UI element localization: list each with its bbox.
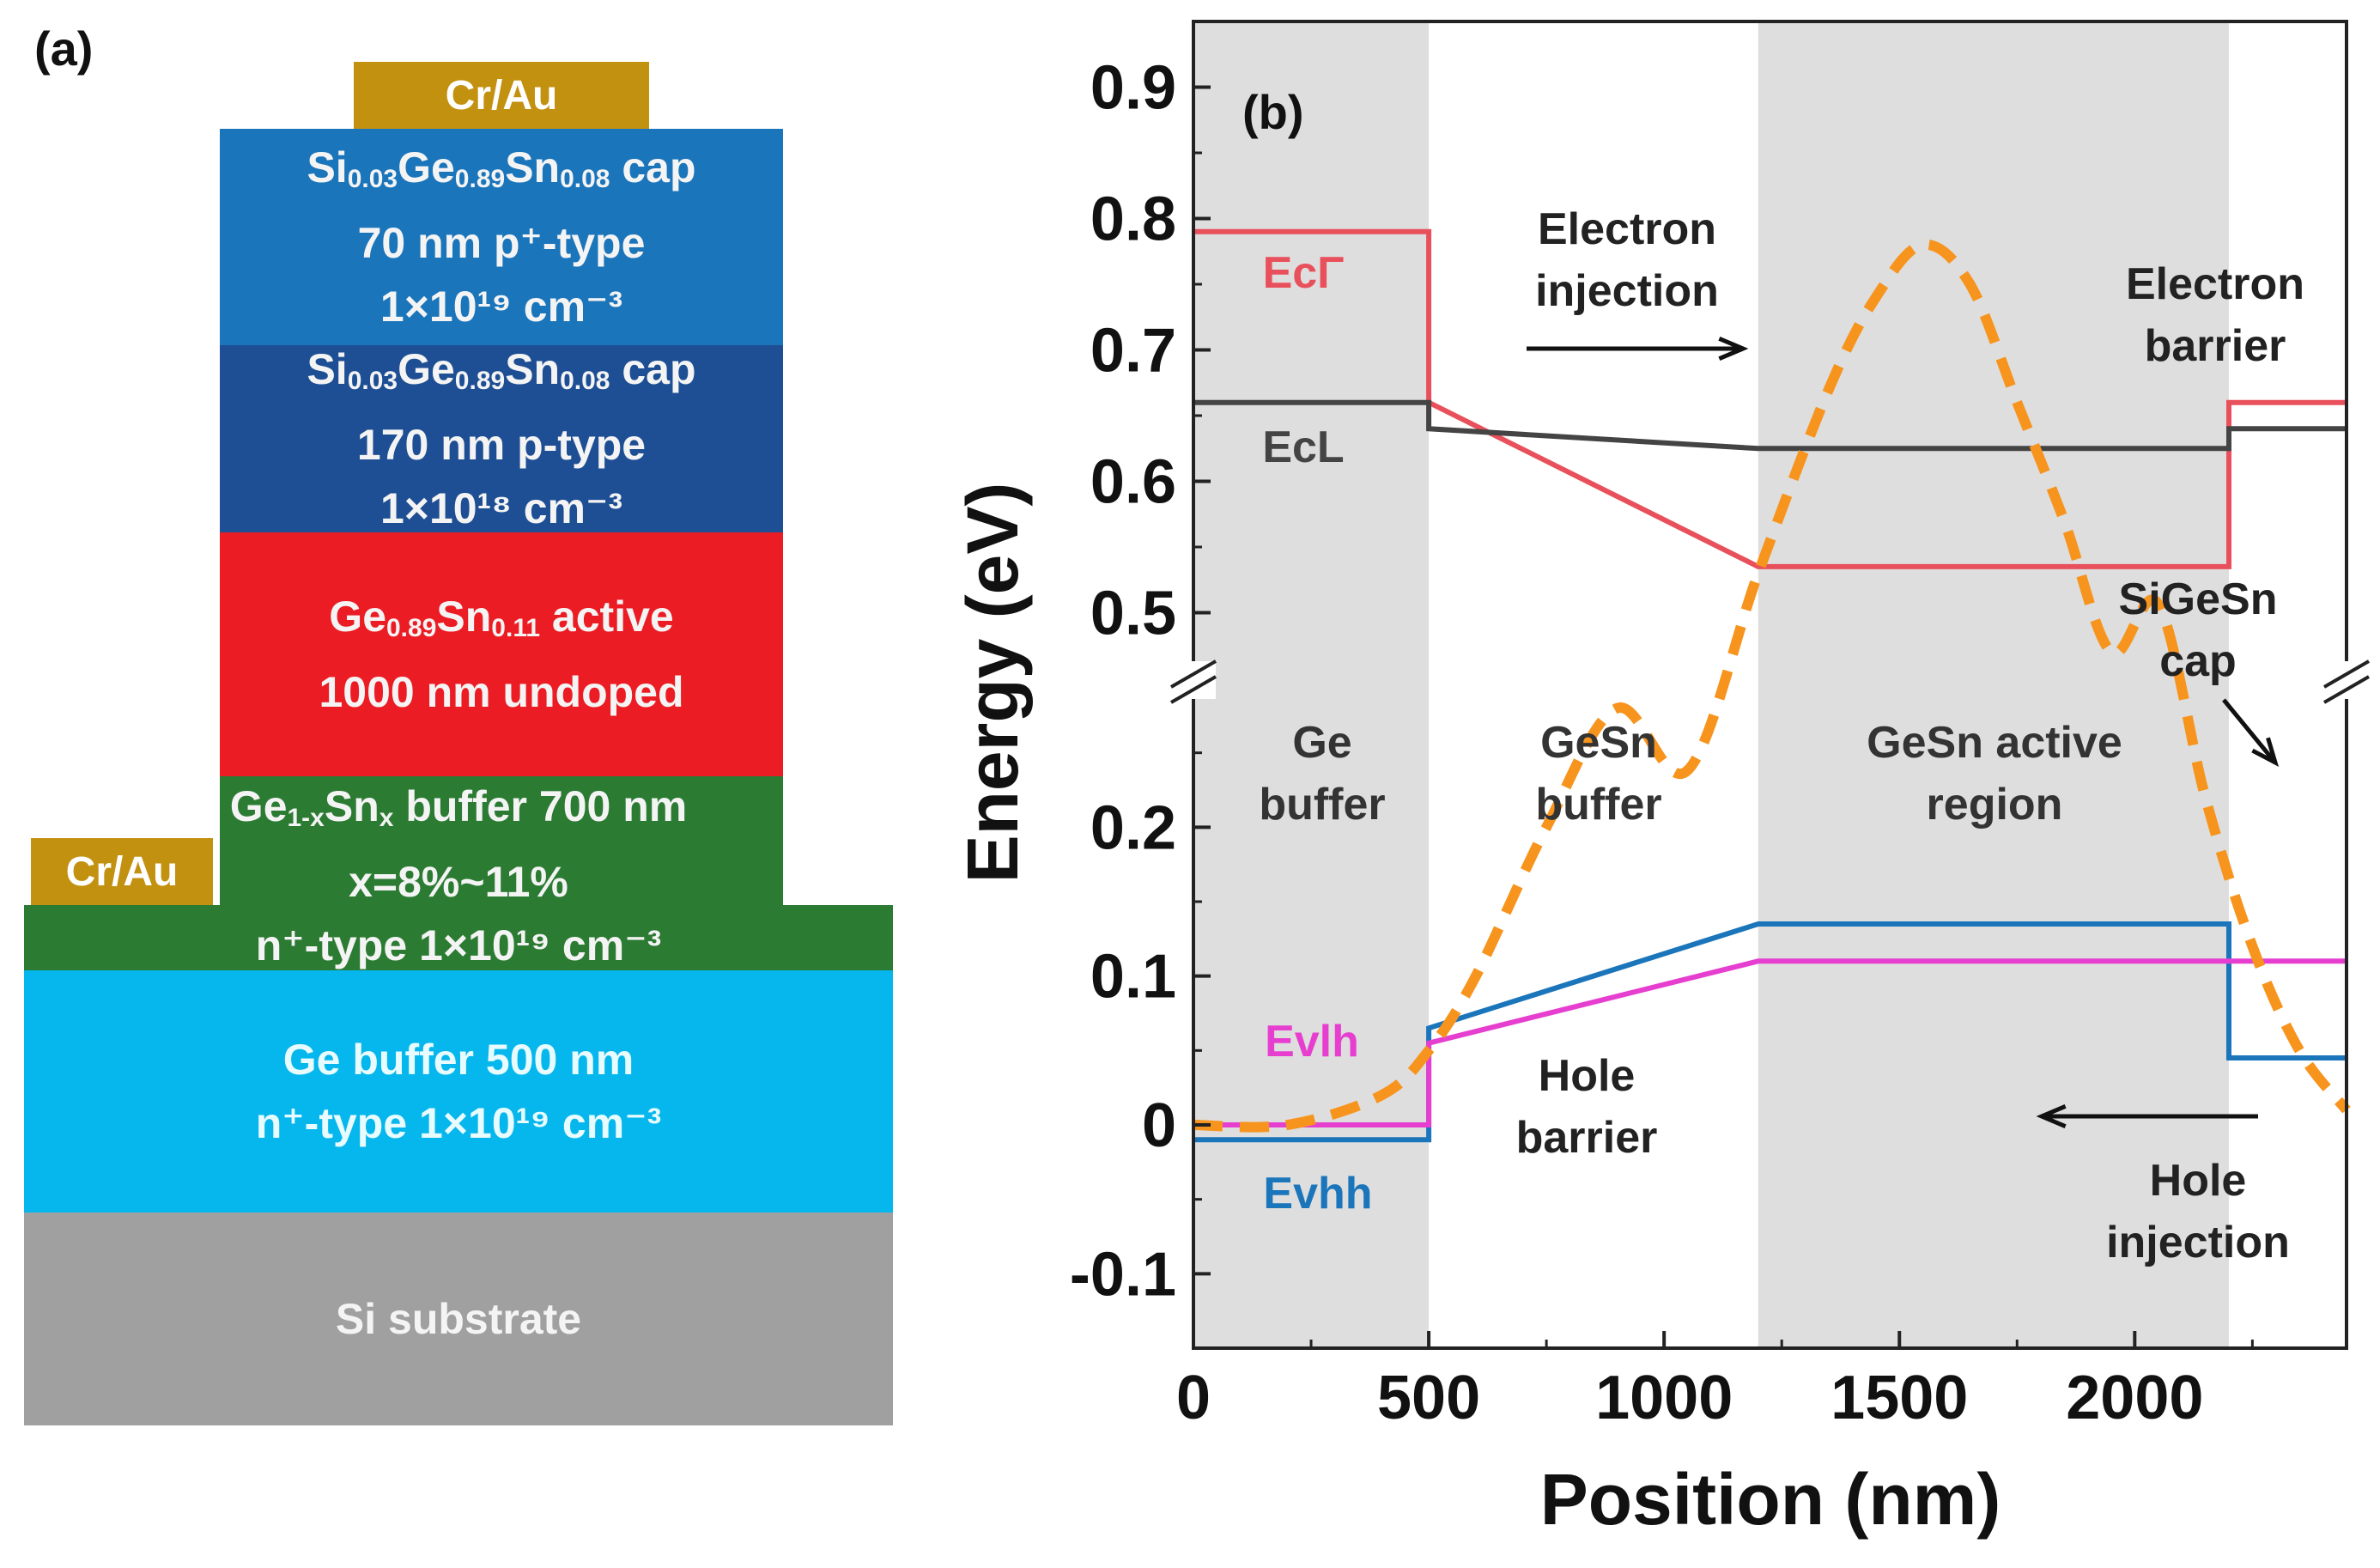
region-label-3-line-2: region	[1927, 780, 2063, 830]
x-axis-title: Position (nm)	[1540, 1459, 2001, 1540]
layer-cap-p-line-2: 170 nm p-type	[356, 421, 647, 469]
annotation-2-line-2: barrier	[2145, 321, 2286, 371]
y-tick-label-6: 0.7	[1090, 317, 1176, 386]
annotation-1-line-2: injection	[1535, 266, 1719, 316]
layer-ge-buffer: Ge buffer 500 nm n⁺-type 1×10¹⁹ cm⁻³	[24, 970, 893, 1212]
layer-active: Ge0.89Sn0.11 active 1000 nm undoped	[220, 532, 783, 776]
x-tick-label-500: 500	[1377, 1364, 1480, 1432]
label-ec-gamma: EcΓ	[1263, 248, 1345, 298]
layer-si-substrate: Si substrate	[24, 1212, 893, 1425]
y-tick-label-8: 0.9	[1090, 54, 1176, 123]
annotation-3-line-1: SiGeSn	[2119, 574, 2278, 624]
label-evhh: Evhh	[1263, 1169, 1372, 1219]
y-tick-label-7: 0.8	[1090, 185, 1176, 254]
layer-active-line-1: Ge0.89Sn0.11 active	[329, 593, 674, 642]
region-label-1-line-1: Ge	[1292, 718, 1351, 768]
region-label-1-line-2: buffer	[1259, 780, 1385, 830]
panel-a-label: (a)	[34, 21, 94, 76]
region-label-3-line-1: GeSn active	[1867, 718, 2122, 768]
shaded-region-2	[1758, 21, 2229, 1348]
axis-break-mark-right-1	[2323, 659, 2370, 689]
layer-cap-p: Si0.03Ge0.89Sn0.08 cap 170 nm p-type 1×1…	[220, 345, 783, 532]
layer-cap-p-plus-line-2: 70 nm p⁺-type	[357, 219, 646, 267]
y-tick-label-4: 0.5	[1090, 580, 1176, 648]
layer-active-line-2: 1000 nm undoped	[319, 668, 684, 716]
layer-gesn-buffer-text: Ge1-xSnx buffer 700 nm x=8%~11% n⁺-type …	[24, 781, 893, 970]
annotation-3-line-2: cap	[2159, 636, 2237, 686]
layer-cap-p-line-1: Si0.03Ge0.89Sn0.08 cap	[307, 345, 696, 395]
layer-ge-buffer-line-2: n⁺-type 1×10¹⁹ cm⁻³	[255, 1099, 662, 1147]
x-tick-label-1000: 1000	[1595, 1364, 1733, 1432]
label-ec-l: EcL	[1262, 422, 1344, 472]
layer-gesn-buffer-base	[24, 905, 893, 970]
side-contact-cr-au: Cr/Au	[31, 838, 213, 905]
arrow-sigesn-cap-shaft	[2222, 698, 2277, 764]
y-tick-label-1: 0	[1142, 1091, 1176, 1160]
panel-b-label: (b)	[1242, 85, 1304, 139]
y-tick-label-3: 0.2	[1090, 793, 1176, 862]
layer-cap-p-plus-line-3: 1×10¹⁹ cm⁻³	[379, 283, 623, 331]
layer-stack-panel: (a) Cr/Au Si0.03Ge0.89Sn0.08 cap 70 nm p…	[0, 0, 927, 1568]
region-label-2-line-1: GeSn	[1540, 718, 1657, 768]
annotation-4-line-1: Hole	[1539, 1051, 1636, 1101]
series-Evlh-line	[1193, 958, 2347, 1127]
y-axis-title: Energy (eV)	[952, 483, 1033, 884]
layer-cap-p-plus: Si0.03Ge0.89Sn0.08 cap 70 nm p⁺-type 1×1…	[220, 129, 783, 345]
y-tick-label-5: 0.6	[1090, 448, 1176, 517]
y-tick-label-2: 0.1	[1090, 943, 1176, 1012]
shaded-region-1	[1193, 21, 1430, 1348]
series-Evhh-line	[1193, 921, 2347, 1143]
layer-gesn-buffer-line-3: n⁺-type 1×10¹⁹ cm⁻³	[255, 921, 662, 969]
layer-gesn-buffer-line-1: Ge1-xSnx buffer 700 nm	[229, 782, 688, 832]
x-tick-label-2000: 2000	[2066, 1364, 2203, 1432]
layer-cap-p-line-3: 1×10¹⁸ cm⁻³	[379, 484, 623, 532]
layer-cap-p-plus-line-1: Si0.03Ge0.89Sn0.08 cap	[307, 143, 696, 193]
annotation-2-line-1: Electron	[2126, 259, 2304, 309]
label-evlh: Evlh	[1265, 1017, 1359, 1067]
arrow-sigesn-cap-head	[2251, 737, 2280, 767]
layer-si-substrate-line-1: Si substrate	[335, 1295, 582, 1343]
arrow-hole-injection-head	[2036, 1104, 2067, 1128]
x-tick-label-0: 0	[1176, 1364, 1211, 1432]
axis-break-mark-right-2	[2323, 675, 2370, 704]
optical-mode-dashed-curve	[1193, 239, 2351, 1133]
region-label-2-line-2: buffer	[1535, 780, 1661, 830]
x-tick-label-1500: 1500	[1831, 1364, 1968, 1432]
layer-ge-buffer-line-1: Ge buffer 500 nm	[282, 1036, 634, 1084]
y-tick-label-0: -0.1	[1070, 1240, 1176, 1309]
annotation-5-line-1: Hole	[2150, 1156, 2247, 1206]
series-EcΓ-line	[1193, 228, 2347, 569]
annotation-5-line-2: injection	[2106, 1218, 2290, 1267]
top-contact-cr-au: Cr/Au	[354, 62, 649, 129]
layer-gesn-buffer-line-2: x=8%~11%	[349, 858, 568, 906]
axis-break-mark-left-2	[1170, 675, 1217, 704]
layer-gesn-buffer-mesa	[220, 776, 783, 905]
series-EcL-line	[1193, 399, 2347, 452]
annotation-4-line-2: barrier	[1516, 1113, 1658, 1163]
axis-break-mark-left-1	[1170, 659, 1217, 689]
arrow-electron-injection-head	[1718, 337, 1749, 361]
annotation-1-line-1: Electron	[1538, 204, 1716, 254]
